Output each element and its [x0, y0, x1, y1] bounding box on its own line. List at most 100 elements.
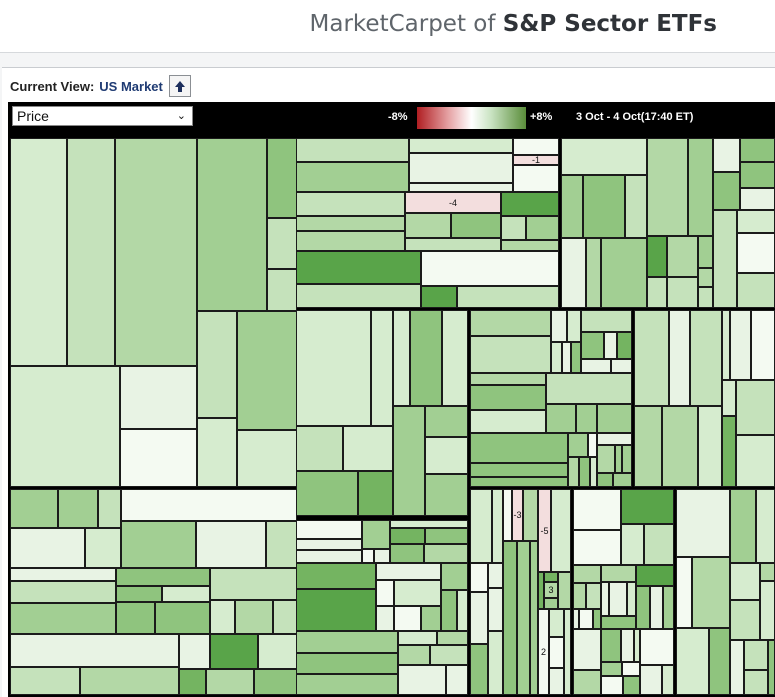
stock-cell[interactable] — [197, 311, 237, 418]
stock-cell[interactable] — [588, 433, 597, 457]
stock-cell[interactable] — [544, 598, 558, 609]
stock-cell[interactable] — [10, 634, 179, 667]
stock-cell[interactable] — [254, 669, 297, 695]
stock-cell[interactable] — [501, 192, 559, 216]
stock-cell[interactable] — [669, 310, 690, 406]
stock-cell[interactable] — [376, 580, 394, 606]
stock-cell[interactable] — [558, 572, 571, 609]
current-view-link[interactable]: US Market — [99, 78, 163, 94]
stock-cell[interactable] — [636, 565, 674, 586]
stock-cell[interactable] — [503, 489, 512, 541]
stock-cell[interactable] — [593, 609, 601, 629]
stock-cell[interactable] — [394, 580, 441, 606]
stock-cell[interactable] — [740, 188, 775, 210]
stock-cell[interactable] — [698, 236, 713, 268]
stock-cell[interactable] — [196, 521, 266, 568]
stock-cell[interactable] — [237, 311, 297, 430]
stock-cell[interactable] — [470, 373, 546, 385]
stock-cell[interactable] — [597, 404, 632, 433]
stock-cell[interactable] — [470, 463, 568, 477]
stock-cell[interactable] — [573, 530, 621, 565]
stock-cell[interactable] — [601, 616, 636, 629]
stock-cell[interactable] — [197, 418, 237, 487]
stock-cell[interactable] — [756, 489, 775, 563]
stock-cell[interactable] — [662, 406, 698, 487]
stock-cell[interactable] — [470, 410, 546, 433]
stock-cell[interactable] — [730, 640, 744, 695]
stock-cell[interactable] — [573, 489, 621, 530]
stock-cell[interactable] — [116, 586, 162, 602]
stock-cell[interactable] — [676, 489, 730, 557]
stock-cell[interactable] — [676, 628, 709, 695]
stock-cell[interactable] — [623, 676, 640, 695]
stock-cell[interactable] — [296, 563, 376, 589]
stock-cell[interactable] — [662, 665, 674, 695]
stock-cell[interactable] — [573, 629, 601, 670]
stock-cell[interactable] — [488, 631, 503, 695]
stock-cell[interactable] — [405, 213, 451, 238]
stock-cell[interactable] — [564, 609, 571, 695]
stock-cell[interactable] — [10, 568, 116, 581]
stock-cell[interactable] — [740, 138, 775, 162]
stock-cell[interactable] — [425, 528, 468, 544]
stock-cell[interactable] — [634, 629, 640, 662]
up-level-button[interactable] — [168, 75, 191, 97]
sector-block[interactable] — [10, 138, 297, 487]
stock-cell[interactable] — [441, 590, 457, 631]
stock-cell[interactable] — [601, 676, 623, 695]
stock-cell[interactable] — [390, 528, 425, 544]
stock-cell[interactable] — [376, 606, 394, 631]
stock-cell[interactable] — [740, 162, 775, 188]
stock-cell[interactable] — [568, 457, 579, 487]
stock-cell[interactable] — [634, 310, 669, 406]
stock-cell[interactable] — [698, 268, 713, 287]
stock-cell[interactable] — [737, 210, 775, 233]
stock-cell[interactable] — [736, 435, 775, 487]
stock-cell[interactable] — [10, 366, 120, 487]
stock-cell[interactable] — [561, 138, 647, 175]
stock-cell[interactable] — [358, 471, 393, 516]
stock-cell[interactable] — [513, 165, 559, 192]
stock-cell[interactable] — [421, 606, 441, 631]
stock-cell[interactable] — [621, 524, 644, 565]
stock-cell[interactable] — [488, 588, 503, 631]
stock-cell[interactable] — [115, 138, 197, 366]
stock-cell[interactable] — [179, 634, 210, 669]
stock-cell[interactable] — [597, 433, 632, 445]
stock-cell[interactable] — [744, 640, 768, 670]
stock-cell[interactable] — [622, 662, 640, 676]
stock-cell[interactable] — [622, 445, 632, 473]
stock-cell[interactable] — [296, 284, 421, 308]
stock-cell[interactable] — [121, 489, 297, 521]
stock-cell[interactable] — [296, 162, 409, 192]
stock-cell[interactable] — [296, 520, 362, 539]
stock-cell[interactable] — [430, 645, 468, 665]
stock-cell[interactable] — [546, 373, 632, 404]
stock-cell[interactable] — [470, 336, 551, 373]
stock-cell[interactable] — [85, 528, 121, 568]
stock-cell[interactable] — [523, 489, 538, 541]
stock-cell[interactable] — [567, 310, 581, 342]
stock-cell[interactable] — [421, 251, 559, 286]
stock-cell[interactable] — [296, 653, 398, 674]
stock-cell[interactable] — [266, 521, 297, 568]
stock-cell[interactable] — [210, 634, 258, 669]
stock-cell[interactable] — [590, 457, 597, 487]
stock-cell[interactable] — [121, 521, 196, 568]
stock-cell[interactable] — [410, 310, 442, 406]
stock-cell[interactable] — [10, 581, 116, 603]
stock-cell[interactable] — [470, 477, 568, 487]
stock-cell[interactable] — [573, 583, 586, 609]
stock-cell[interactable] — [470, 385, 546, 410]
stock-cell[interactable] — [692, 557, 730, 628]
stock-cell[interactable] — [296, 674, 398, 695]
stock-cell[interactable] — [501, 240, 559, 251]
stock-cell[interactable] — [457, 286, 559, 308]
stock-cell[interactable] — [296, 631, 398, 653]
stock-cell[interactable] — [10, 528, 85, 568]
stock-cell[interactable] — [425, 474, 468, 516]
stock-cell[interactable] — [650, 586, 663, 629]
stock-cell[interactable] — [551, 342, 562, 373]
stock-cell[interactable] — [390, 544, 424, 563]
stock-cell[interactable] — [296, 231, 405, 251]
